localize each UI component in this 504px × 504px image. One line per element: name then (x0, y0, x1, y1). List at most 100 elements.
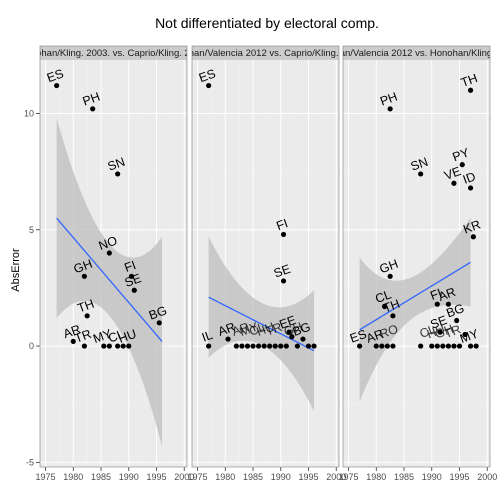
point-label: FI (123, 258, 138, 275)
facet-strip (40, 46, 187, 60)
point-label: AR (436, 285, 457, 304)
data-point (467, 87, 474, 93)
data-point (90, 106, 96, 112)
data-point (384, 343, 390, 349)
y-axis-title: AbsError (10, 248, 22, 292)
data-point (239, 343, 245, 349)
x-tick-label: 1990 (422, 472, 442, 482)
data-point (379, 343, 385, 349)
x-tick-label: 1995 (449, 472, 469, 482)
point-label: SN (409, 155, 430, 174)
confidence-band (56, 118, 163, 447)
panel-2: Honohan/Valencia 2012 vs. Caprio/Kling. … (188, 45, 346, 482)
point-label: GH (433, 322, 455, 342)
point-label: ES (45, 66, 65, 85)
data-point (261, 343, 267, 349)
data-point (250, 343, 256, 349)
facet-strip-label: Honohan/Kling. 2003. vs. Caprio/Kling. 2… (19, 48, 209, 59)
point-label: TR (442, 322, 462, 341)
data-point (467, 185, 474, 191)
panel-border (191, 45, 340, 468)
point-label: VE (442, 164, 462, 183)
panel-border (342, 45, 491, 468)
y-tick-label: 0 (29, 341, 34, 351)
x-tick-label: 1975 (339, 472, 359, 482)
x-tick-label: 1980 (366, 472, 386, 482)
point-label: SN (106, 155, 127, 174)
x-tick-label: 2000 (326, 472, 346, 482)
data-point (462, 331, 468, 338)
data-point (387, 273, 393, 279)
point-label: BG (291, 320, 313, 339)
data-point (70, 338, 76, 345)
x-tick-label: 1985 (243, 472, 263, 482)
data-point (390, 313, 396, 319)
data-point (115, 343, 121, 349)
data-point (54, 82, 60, 89)
point-label: CL (106, 327, 126, 346)
data-point (456, 343, 463, 349)
point-label: AR (230, 320, 251, 339)
data-point (311, 343, 317, 349)
point-label: HU (117, 327, 139, 346)
data-point (280, 231, 287, 238)
x-tick-label: 1980 (215, 472, 235, 482)
point-label: CL (373, 287, 393, 306)
data-point (267, 343, 273, 349)
data-point (305, 343, 312, 349)
point-label: TR (73, 327, 93, 346)
data-point (131, 287, 137, 293)
data-point (451, 343, 457, 349)
point-label: MY (91, 326, 114, 346)
x-tick-label: 2000 (477, 472, 497, 482)
point-label: TH (381, 297, 401, 316)
data-point (437, 329, 443, 335)
data-point (128, 273, 135, 279)
data-point (206, 343, 212, 349)
point-label: MY (458, 326, 481, 346)
data-point (106, 250, 112, 256)
point-label: TR (264, 320, 284, 339)
point-label: HU (255, 320, 277, 339)
data-point (81, 343, 87, 349)
x-tick-label: 1990 (271, 472, 291, 482)
data-point (206, 82, 212, 89)
data-point (300, 336, 306, 342)
panels: Honohan/Kling. 2003. vs. Caprio/Kling. 2… (19, 45, 497, 482)
point-label: AR (216, 320, 237, 339)
data-point (434, 343, 440, 349)
data-point (467, 343, 474, 349)
data-point (101, 343, 107, 349)
data-point (470, 234, 476, 240)
point-label: SE (272, 262, 292, 281)
fit-line (208, 296, 315, 352)
y-axis-ticks: -5 0 5 10 (24, 108, 40, 467)
data-point (280, 278, 287, 284)
point-label: AR (364, 327, 385, 346)
data-point (451, 180, 457, 186)
data-point (255, 343, 262, 349)
x-tick-label: 1995 (298, 472, 318, 482)
x-tick-label: 1975 (188, 472, 208, 482)
data-point (434, 301, 440, 307)
data-point (390, 343, 396, 349)
y-tick-label: 10 (24, 108, 34, 118)
point-label: CL (418, 322, 438, 341)
point-label: TH (76, 297, 96, 316)
data-point (286, 329, 292, 335)
point-label: ES (348, 327, 368, 346)
data-point (106, 343, 112, 349)
data-point (278, 343, 284, 349)
data-point (126, 343, 132, 349)
x-tick-label: 1980 (63, 472, 83, 482)
point-label: AR (61, 322, 82, 341)
point-label: GH (378, 257, 400, 277)
data-point (244, 343, 251, 349)
point-label: PH (81, 90, 102, 109)
point-label: SE (123, 271, 143, 290)
data-point (272, 343, 278, 349)
point-label: EE (277, 313, 297, 332)
confidence-band (359, 218, 471, 402)
